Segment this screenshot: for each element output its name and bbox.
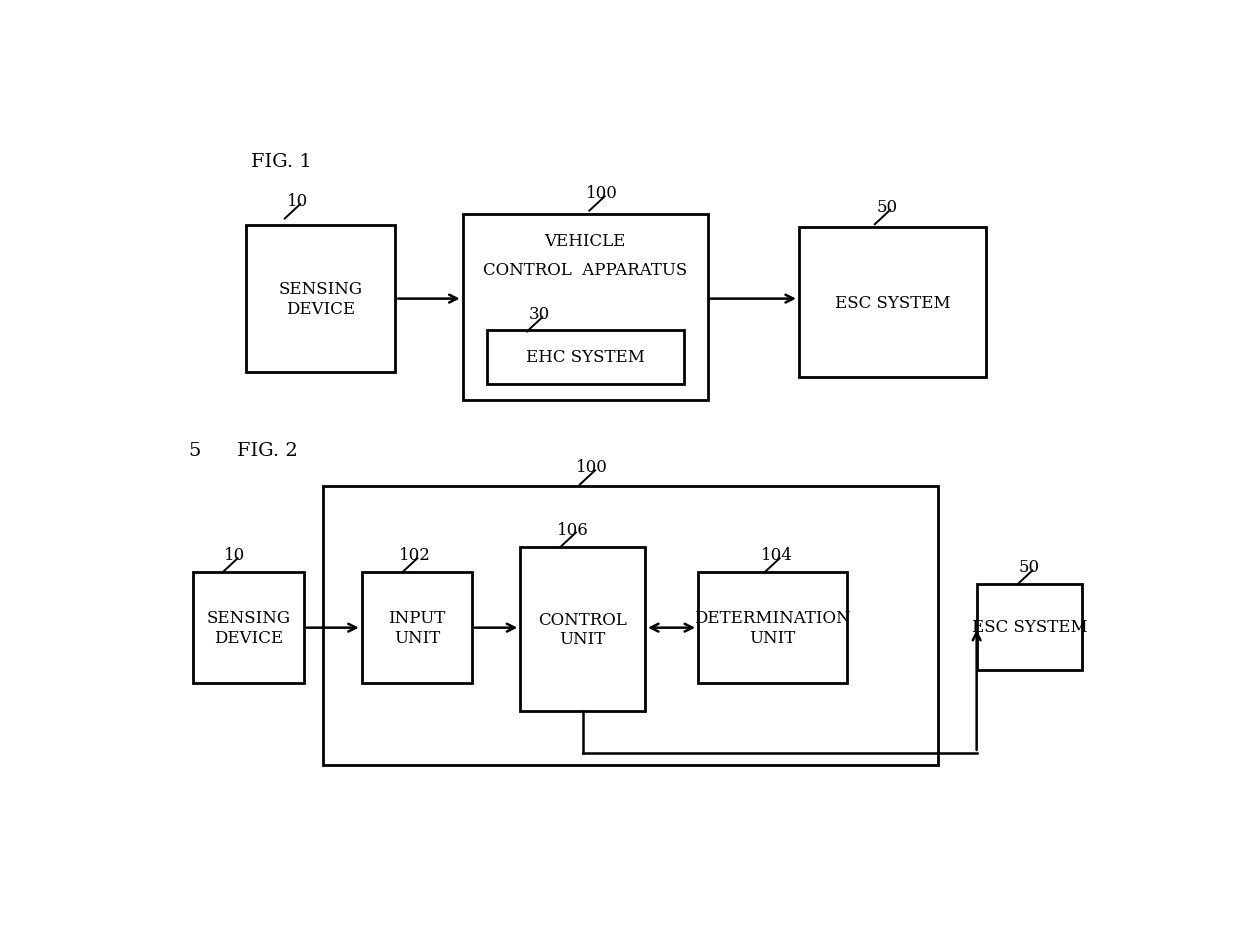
- Text: FIG. 2: FIG. 2: [237, 442, 298, 459]
- Text: ESC SYSTEM: ESC SYSTEM: [835, 294, 950, 312]
- Text: 100: 100: [587, 185, 618, 202]
- Text: DETERMINATION
UNIT: DETERMINATION UNIT: [694, 610, 851, 646]
- Bar: [463, 215, 708, 401]
- Text: 10: 10: [286, 193, 308, 210]
- Text: CONTROL  APPARATUS: CONTROL APPARATUS: [482, 262, 687, 278]
- Text: 106: 106: [557, 521, 589, 538]
- Text: SENSING
DEVICE: SENSING DEVICE: [279, 280, 363, 317]
- Text: CONTROL
UNIT: CONTROL UNIT: [538, 612, 627, 648]
- Text: 5: 5: [188, 442, 201, 459]
- Bar: [362, 573, 472, 683]
- Text: ESC SYSTEM: ESC SYSTEM: [972, 619, 1087, 636]
- Text: 10: 10: [224, 547, 246, 563]
- Text: 50: 50: [877, 199, 898, 215]
- Bar: [324, 486, 939, 766]
- Bar: [486, 330, 683, 384]
- Text: 30: 30: [528, 306, 551, 323]
- Bar: [977, 585, 1083, 670]
- Text: 100: 100: [577, 458, 608, 476]
- Bar: [698, 573, 847, 683]
- Text: INPUT
UNIT: INPUT UNIT: [388, 610, 445, 646]
- Bar: [193, 573, 304, 683]
- Text: 104: 104: [761, 547, 792, 563]
- Bar: [521, 548, 645, 712]
- Text: FIG. 1: FIG. 1: [250, 152, 311, 171]
- Bar: [247, 226, 396, 372]
- Text: 50: 50: [1019, 559, 1040, 575]
- Bar: [799, 228, 986, 378]
- Text: VEHICLE: VEHICLE: [544, 233, 626, 250]
- Text: 102: 102: [398, 547, 430, 563]
- Text: EHC SYSTEM: EHC SYSTEM: [526, 349, 645, 366]
- Text: SENSING
DEVICE: SENSING DEVICE: [207, 610, 290, 646]
